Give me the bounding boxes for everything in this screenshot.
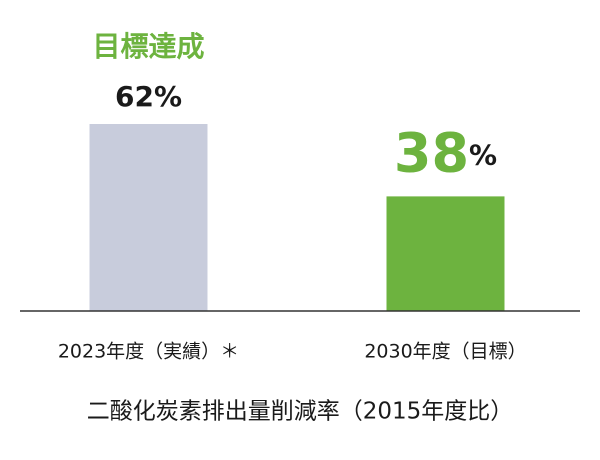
x-tick-label: 2030年度（目標） <box>364 341 526 363</box>
bar <box>89 124 208 311</box>
x-tick-label: 2023年度（実績）＊ <box>58 341 239 363</box>
value-label: 62% <box>115 80 182 113</box>
annotation: 目標達成 <box>92 30 204 63</box>
bar <box>386 196 505 311</box>
value-label: 38% <box>394 121 497 184</box>
x-axis-title: 二酸化炭素排出量削減率（2015年度比） <box>87 399 514 425</box>
